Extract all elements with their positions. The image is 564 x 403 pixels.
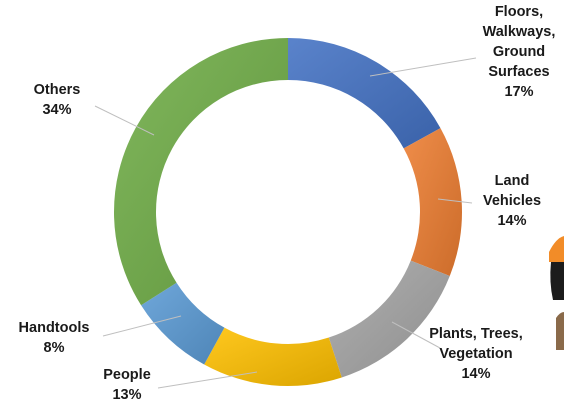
- leader-line-land-vehicles: [437, 198, 473, 204]
- decorative-figure-partial: [549, 236, 564, 350]
- slice-floors-walkways-ground-surfaces: [288, 38, 441, 149]
- slice-plants-trees-vegetation: [328, 260, 450, 378]
- data-label-others: Others 34%: [34, 82, 81, 118]
- slice-handtools: [141, 282, 225, 365]
- data-label-land-vehicles: Land Vehicles 14%: [483, 173, 541, 229]
- slice-others: [114, 37, 288, 306]
- data-label-handtools: Handtools 8%: [19, 320, 90, 356]
- data-label-people: People 13%: [103, 367, 151, 403]
- leader-line-others: [94, 105, 155, 136]
- data-label-plants-trees-vegetation: Plants, Trees, Vegetation 14%: [429, 326, 523, 382]
- slice-land-vehicles: [403, 128, 462, 277]
- leader-line-people: [157, 371, 258, 389]
- data-label-floors-walkways-ground-surfaces: Floors, Walkways, Ground Surfaces 17%: [483, 4, 556, 100]
- leader-line-handtools: [102, 315, 182, 337]
- data-labels: Floors, Walkways, Ground Surfaces 17% Land Veh…: [19, 4, 556, 403]
- slice-people: [204, 327, 342, 386]
- leader-lines: [94, 57, 477, 389]
- leader-line-plants-trees-vegetation: [391, 321, 441, 349]
- donut-slices: [114, 37, 462, 386]
- leader-line-floors-walkways-ground-surfaces: [369, 57, 477, 77]
